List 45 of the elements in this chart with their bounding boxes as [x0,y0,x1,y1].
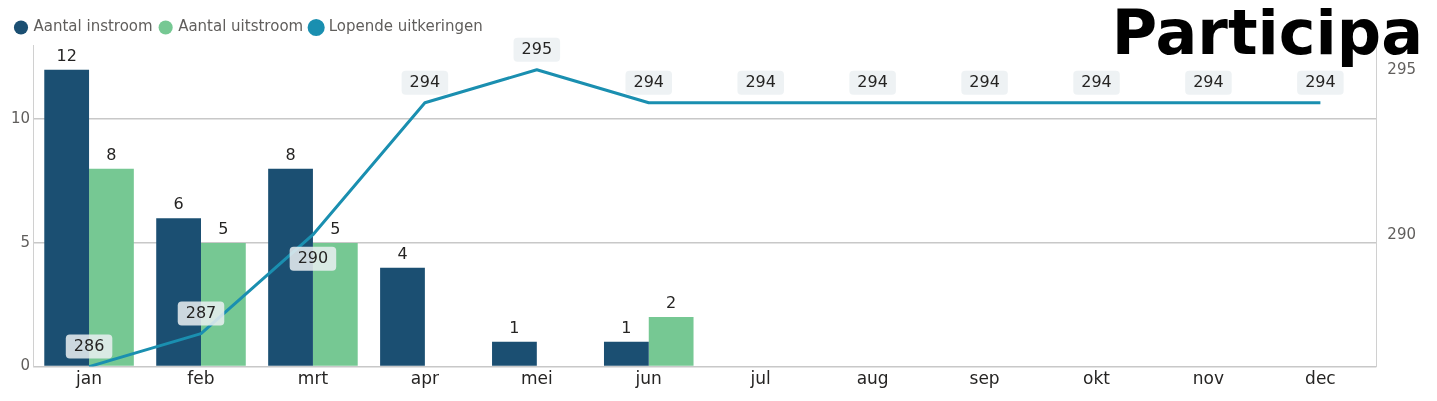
data-label: 294 [857,71,888,91]
legend-label: Lopende uitkeringen [328,17,483,36]
data-label: 8 [285,144,296,164]
data-label: 2 [666,293,677,313]
data-label: 1 [621,318,632,338]
data-label: 290 [297,247,329,267]
x-tick-label: apr [410,368,439,389]
data-label: 294 [633,71,665,91]
bar [492,341,537,366]
data-label: 294 [409,71,441,91]
data-label: 294 [745,71,776,91]
data-label: 294 [1193,71,1224,91]
x-tick-label: sep [969,368,1000,389]
x-tick-label: aug [856,368,889,389]
data-label: 12 [56,45,77,65]
legend-label: Aantal uitstroom [178,17,304,36]
x-tick-label: jul [749,368,771,389]
bar [648,317,694,366]
x-tick-label: okt [1083,368,1111,389]
x-tick-label: mrt [297,368,329,389]
data-label: 5 [218,219,229,239]
data-label: 5 [330,219,341,239]
data-label: 294 [1305,71,1336,91]
y2-tick-label: 290 [1387,224,1417,243]
data-label: 294 [1081,71,1112,91]
data-label: 294 [969,71,1000,91]
data-label: 295 [521,38,553,58]
y-tick-label: 0 [20,356,31,375]
y-tick-label: 10 [10,109,31,128]
bar [380,267,425,366]
x-tick-label: mei [520,368,553,389]
data-label: 1 [509,318,520,338]
legend-label: Aantal instroom [33,17,153,36]
data-label: 286 [73,335,105,355]
data-label: 4 [397,243,408,263]
data-label: 8 [106,144,117,164]
y-tick-label: 5 [20,232,31,251]
bar [603,341,649,366]
data-label: 6 [173,194,184,214]
data-label: 287 [185,302,217,322]
x-tick-label: feb [187,368,215,389]
x-tick-label: jan [75,368,103,389]
x-tick-label: nov [1192,368,1225,389]
x-tick-label: dec [1305,368,1336,389]
x-tick-label: jun [634,368,662,389]
